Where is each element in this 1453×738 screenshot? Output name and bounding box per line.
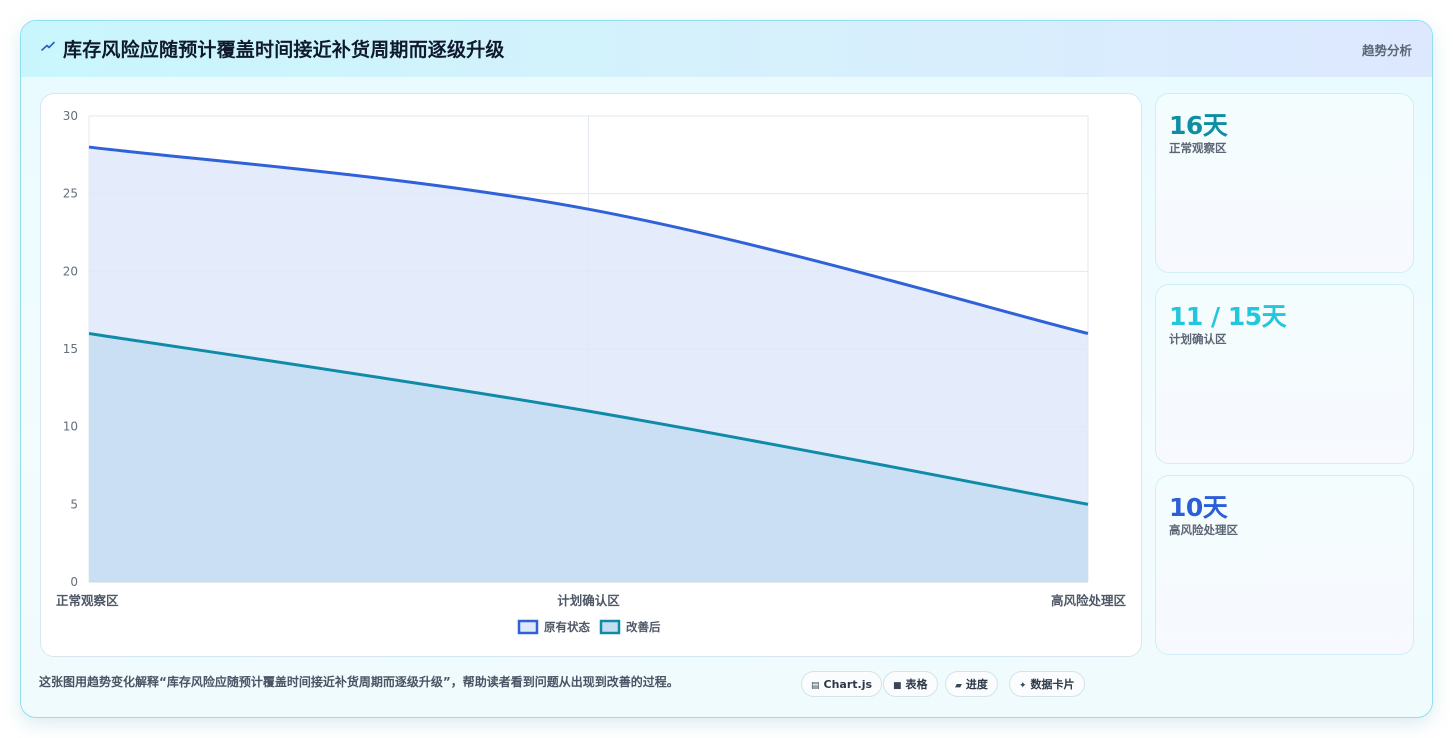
stat-label: 计划确认区 (1169, 332, 1227, 346)
stat-card-normal: 16天 正常观察区 (1155, 93, 1414, 273)
y-tick-label: 15 (63, 342, 78, 356)
stat-value: 11 / 15天 (1169, 302, 1287, 331)
chip-data-card[interactable]: ✦ 数据卡片 (1009, 671, 1085, 697)
sparkle-icon: ✦ (1019, 681, 1027, 691)
main-card: 库存风险应随预计覆盖时间接近补货周期而逐级升级 趋势分析 0 5 10 15 20 25 3… (20, 20, 1433, 718)
page-title: 库存风险应随预计覆盖时间接近补货周期而逐级升级 (63, 39, 505, 61)
chip-label: Chart.js (823, 678, 873, 691)
stat-value: 16天 (1169, 111, 1228, 140)
progress-icon: ▰ (955, 681, 962, 691)
y-tick-label: 25 (63, 187, 78, 201)
section-tag: 趋势分析 (1361, 43, 1412, 58)
y-tick-label: 0 (70, 575, 78, 589)
legend-label: 原有状态 (544, 620, 590, 634)
y-tick-label: 5 (70, 497, 78, 511)
chip-label: 表格 (905, 678, 928, 691)
series-line-1 (88, 331, 1089, 506)
legend-swatch (599, 619, 621, 635)
stat-label: 高风险处理区 (1169, 523, 1238, 537)
chart-icon: ▤ (811, 681, 820, 691)
stat-card-plan: 11 / 15天 计划确认区 (1155, 284, 1414, 464)
stat-label: 正常观察区 (1169, 141, 1227, 155)
series-area-1 (89, 333, 1088, 582)
x-tick-label: 高风险处理区 (1051, 593, 1127, 608)
chip-label: 进度 (965, 678, 988, 691)
legend-label: 改善后 (626, 620, 661, 634)
stat-card-risk: 10天 高风险处理区 (1155, 475, 1414, 655)
table-icon: ■ (893, 681, 902, 691)
stat-value: 10天 (1169, 493, 1228, 522)
x-tick-label: 计划确认区 (557, 593, 620, 608)
chip-label: 数据卡片 (1030, 678, 1075, 691)
chip-table[interactable]: ■ 表格 (883, 671, 938, 697)
y-tick-label: 30 (63, 109, 78, 123)
y-tick-label: 10 (63, 420, 78, 434)
x-tick-label: 正常观察区 (56, 593, 119, 608)
chip-progress[interactable]: ▰ 进度 (945, 671, 998, 697)
card-header: 库存风险应随预计覆盖时间接近补货周期而逐级升级 趋势分析 (21, 21, 1432, 77)
legend-swatch (517, 619, 539, 635)
chart-panel: 0 5 10 15 20 25 30 正常观察区 计划确认区 高风险处理区原有状态 改善后 (40, 93, 1142, 657)
y-tick-label: 20 (63, 264, 78, 278)
chip-chartjs[interactable]: ▤ Chart.js (801, 671, 883, 697)
chart-description: 这张图用趋势变化解释“库存风险应随预计覆盖时间接近补货周期而逐级升级”，帮助读者… (39, 675, 679, 689)
trend-icon (41, 41, 55, 51)
series-line-0 (88, 145, 1089, 335)
